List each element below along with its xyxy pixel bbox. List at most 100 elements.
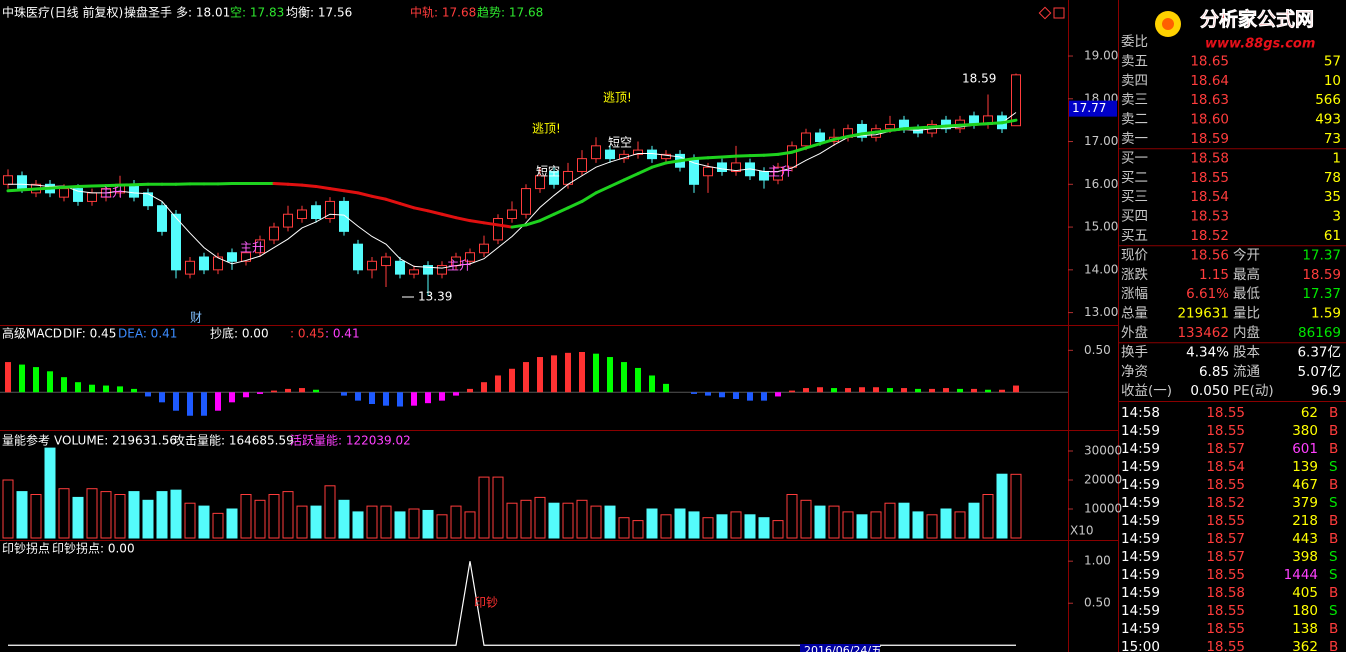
tick-price: 18.57 [1206,531,1245,547]
candle-body [465,252,475,262]
tick-price: 18.58 [1206,585,1245,601]
candle-body [3,175,13,185]
tick-time: 14:59 [1121,621,1160,637]
book-volume: 3 [1332,209,1341,225]
indicator: VOLUME: 219631.56 [54,434,177,448]
trend-line [664,159,682,165]
trend-line [440,212,458,220]
candle-body [255,239,265,254]
book-price: 18.55 [1190,170,1229,186]
annotation: 短空 [608,136,632,150]
trend-line [958,122,976,127]
trend-line [426,209,444,216]
candle-body [395,260,405,275]
book-price: 18.63 [1190,92,1229,108]
trend-line [356,191,374,198]
volume-bar [604,505,616,539]
macd-bar [733,392,739,399]
trend-line [874,128,892,134]
volume-bar [170,489,182,539]
panel-title: 高级MACD [2,326,62,341]
volume-bar [940,508,952,539]
macd-bar [551,355,557,393]
macd-bar [579,352,585,393]
annotation: 财 [190,311,202,325]
trend-line [398,202,416,210]
volume-bar [394,511,406,539]
volume-bar [240,494,252,539]
candle-body [605,149,615,160]
volume-bar [450,505,462,539]
y-tick-label: 20000 [1084,473,1122,487]
logo-title: 分析家公式网 [1200,8,1314,31]
tick-volume: 398 [1292,549,1318,565]
candle-body [381,256,391,267]
stat-label: PE(动) [1233,383,1274,399]
macd-bar [299,388,305,393]
volume-bar [632,520,644,539]
y-tick-label: 15.00 [1084,220,1118,234]
macd-bar [257,392,263,394]
trend-line [454,216,472,223]
icon[interactable] [1038,6,1052,20]
tick-volume: 362 [1292,639,1318,652]
tick-side: B [1329,477,1338,493]
macd-bar [187,392,193,416]
volume-bar [86,488,98,539]
volume-bar [870,511,882,539]
book-label: 卖二 [1121,112,1148,128]
macd-bar [243,392,249,398]
macd-bar [873,387,879,393]
volume-bar [142,499,154,539]
logo: 分析家公式网 www.88gs.com [1155,7,1315,52]
macd-bar [285,388,291,393]
logo-flower [1162,18,1174,30]
book-volume: 35 [1324,189,1341,205]
volume-bar [828,505,840,539]
macd-bar [341,392,347,396]
icon[interactable] [1053,7,1065,19]
tick-price: 18.55 [1206,567,1245,583]
trend-line [608,178,626,188]
volume-bar [156,491,168,539]
volume-bar [128,491,140,539]
book-price: 18.59 [1190,131,1229,147]
macd-bar [131,388,137,393]
candle-body [423,265,433,275]
trend-line [972,122,990,126]
volume-bar [72,496,84,539]
tick-volume: 180 [1292,603,1318,619]
volume-bar [856,514,868,539]
macd-bar [159,392,165,403]
tick-price: 18.55 [1206,423,1245,439]
macd-bar [509,368,515,393]
stat-value: 18.59 [1302,267,1341,283]
trend-line [888,127,906,132]
tick-price: 18.54 [1206,459,1245,475]
volume-bar [198,505,210,539]
volume-bar [16,491,28,539]
volume-bar [100,491,112,539]
macd-bar [313,389,319,393]
candle-body [73,188,83,202]
volume-bar [464,511,476,539]
trend-line [944,123,962,128]
macd-bar [929,388,935,393]
stat-label: 流通 [1233,364,1261,380]
annotation: 短空 [536,165,560,179]
tick-side: B [1329,513,1338,529]
candle-body [801,132,811,147]
candle-body [311,205,321,220]
book-label: 卖五 [1121,53,1148,69]
volume-bar [380,505,392,539]
macd-bar [1013,385,1019,393]
candle-body [661,153,671,160]
trend-line [6,188,24,193]
macd-bar [523,362,529,393]
volume-bar [786,494,798,539]
trend-line [692,156,710,161]
macd-bar [845,388,851,393]
stat-value: 5.07亿 [1297,364,1341,380]
macd-bar [103,385,109,393]
macd-bar [663,383,669,393]
